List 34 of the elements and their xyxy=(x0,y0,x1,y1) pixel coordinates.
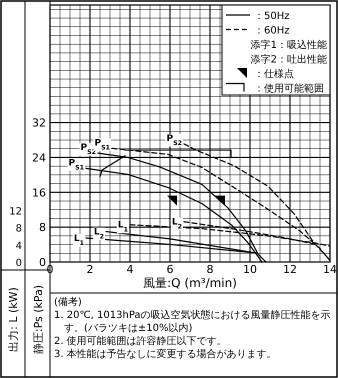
series-label: P$_{S1}$ xyxy=(94,138,110,151)
annotation: ：60Hz xyxy=(254,26,290,36)
text: (備考) xyxy=(54,296,82,308)
text: 2. 使用可能範囲は許容静圧以下です。 xyxy=(54,335,227,347)
text: 1. 20℃, 1013hPaの吸込空気状態における風量静圧性能を示す。(バラツキは±10%以内) xyxy=(54,309,331,334)
x-tick-label: 12 xyxy=(283,263,297,276)
y-tick-label: 16 xyxy=(32,186,46,200)
x-tick-label: 14 xyxy=(323,263,337,276)
series-label: L$_{2}$ xyxy=(94,228,104,240)
y-tick-label: 8 xyxy=(39,221,46,234)
x-axis-title: 風量:Q (m³/min) xyxy=(143,276,237,290)
x-tick-label: 10 xyxy=(243,263,257,276)
x-tick-label: 8 xyxy=(206,263,214,276)
annotation: 添字2：吐出性能 xyxy=(250,54,327,66)
x-tick-label: 6 xyxy=(166,263,174,276)
text: 3. 本性能は予告なしに変更する場合があります。 xyxy=(54,348,277,360)
x-tick-label: 4 xyxy=(126,263,134,276)
y-tick-label: 32 xyxy=(32,116,46,130)
y-tick-label: 24 xyxy=(32,151,46,164)
y2-tick-label: 8 xyxy=(16,224,22,235)
series-label: L$_{1}$ xyxy=(74,234,84,247)
annotation: 添字1：吸込性能 xyxy=(250,39,327,51)
x-tick-label: 2 xyxy=(86,263,94,276)
y2-tick-label: 4 xyxy=(16,240,22,252)
y2-axis-title: 出力: L (kW) xyxy=(7,287,20,352)
y2-tick-label: 12 xyxy=(9,206,22,218)
legend-label: ：仕様点 xyxy=(254,68,294,80)
series-label: L$_{2}$ xyxy=(172,218,182,230)
series-label: P$_{S1}$ xyxy=(68,158,84,171)
y-axis-title: 静圧:Ps (kPa) xyxy=(32,284,45,354)
annotation: ：50Hz xyxy=(254,11,290,22)
series-label: P$_{S2}$ xyxy=(166,134,182,146)
series-label: L$_{1}$ xyxy=(118,220,128,234)
annotation: ：使用可能範囲 xyxy=(254,82,324,94)
